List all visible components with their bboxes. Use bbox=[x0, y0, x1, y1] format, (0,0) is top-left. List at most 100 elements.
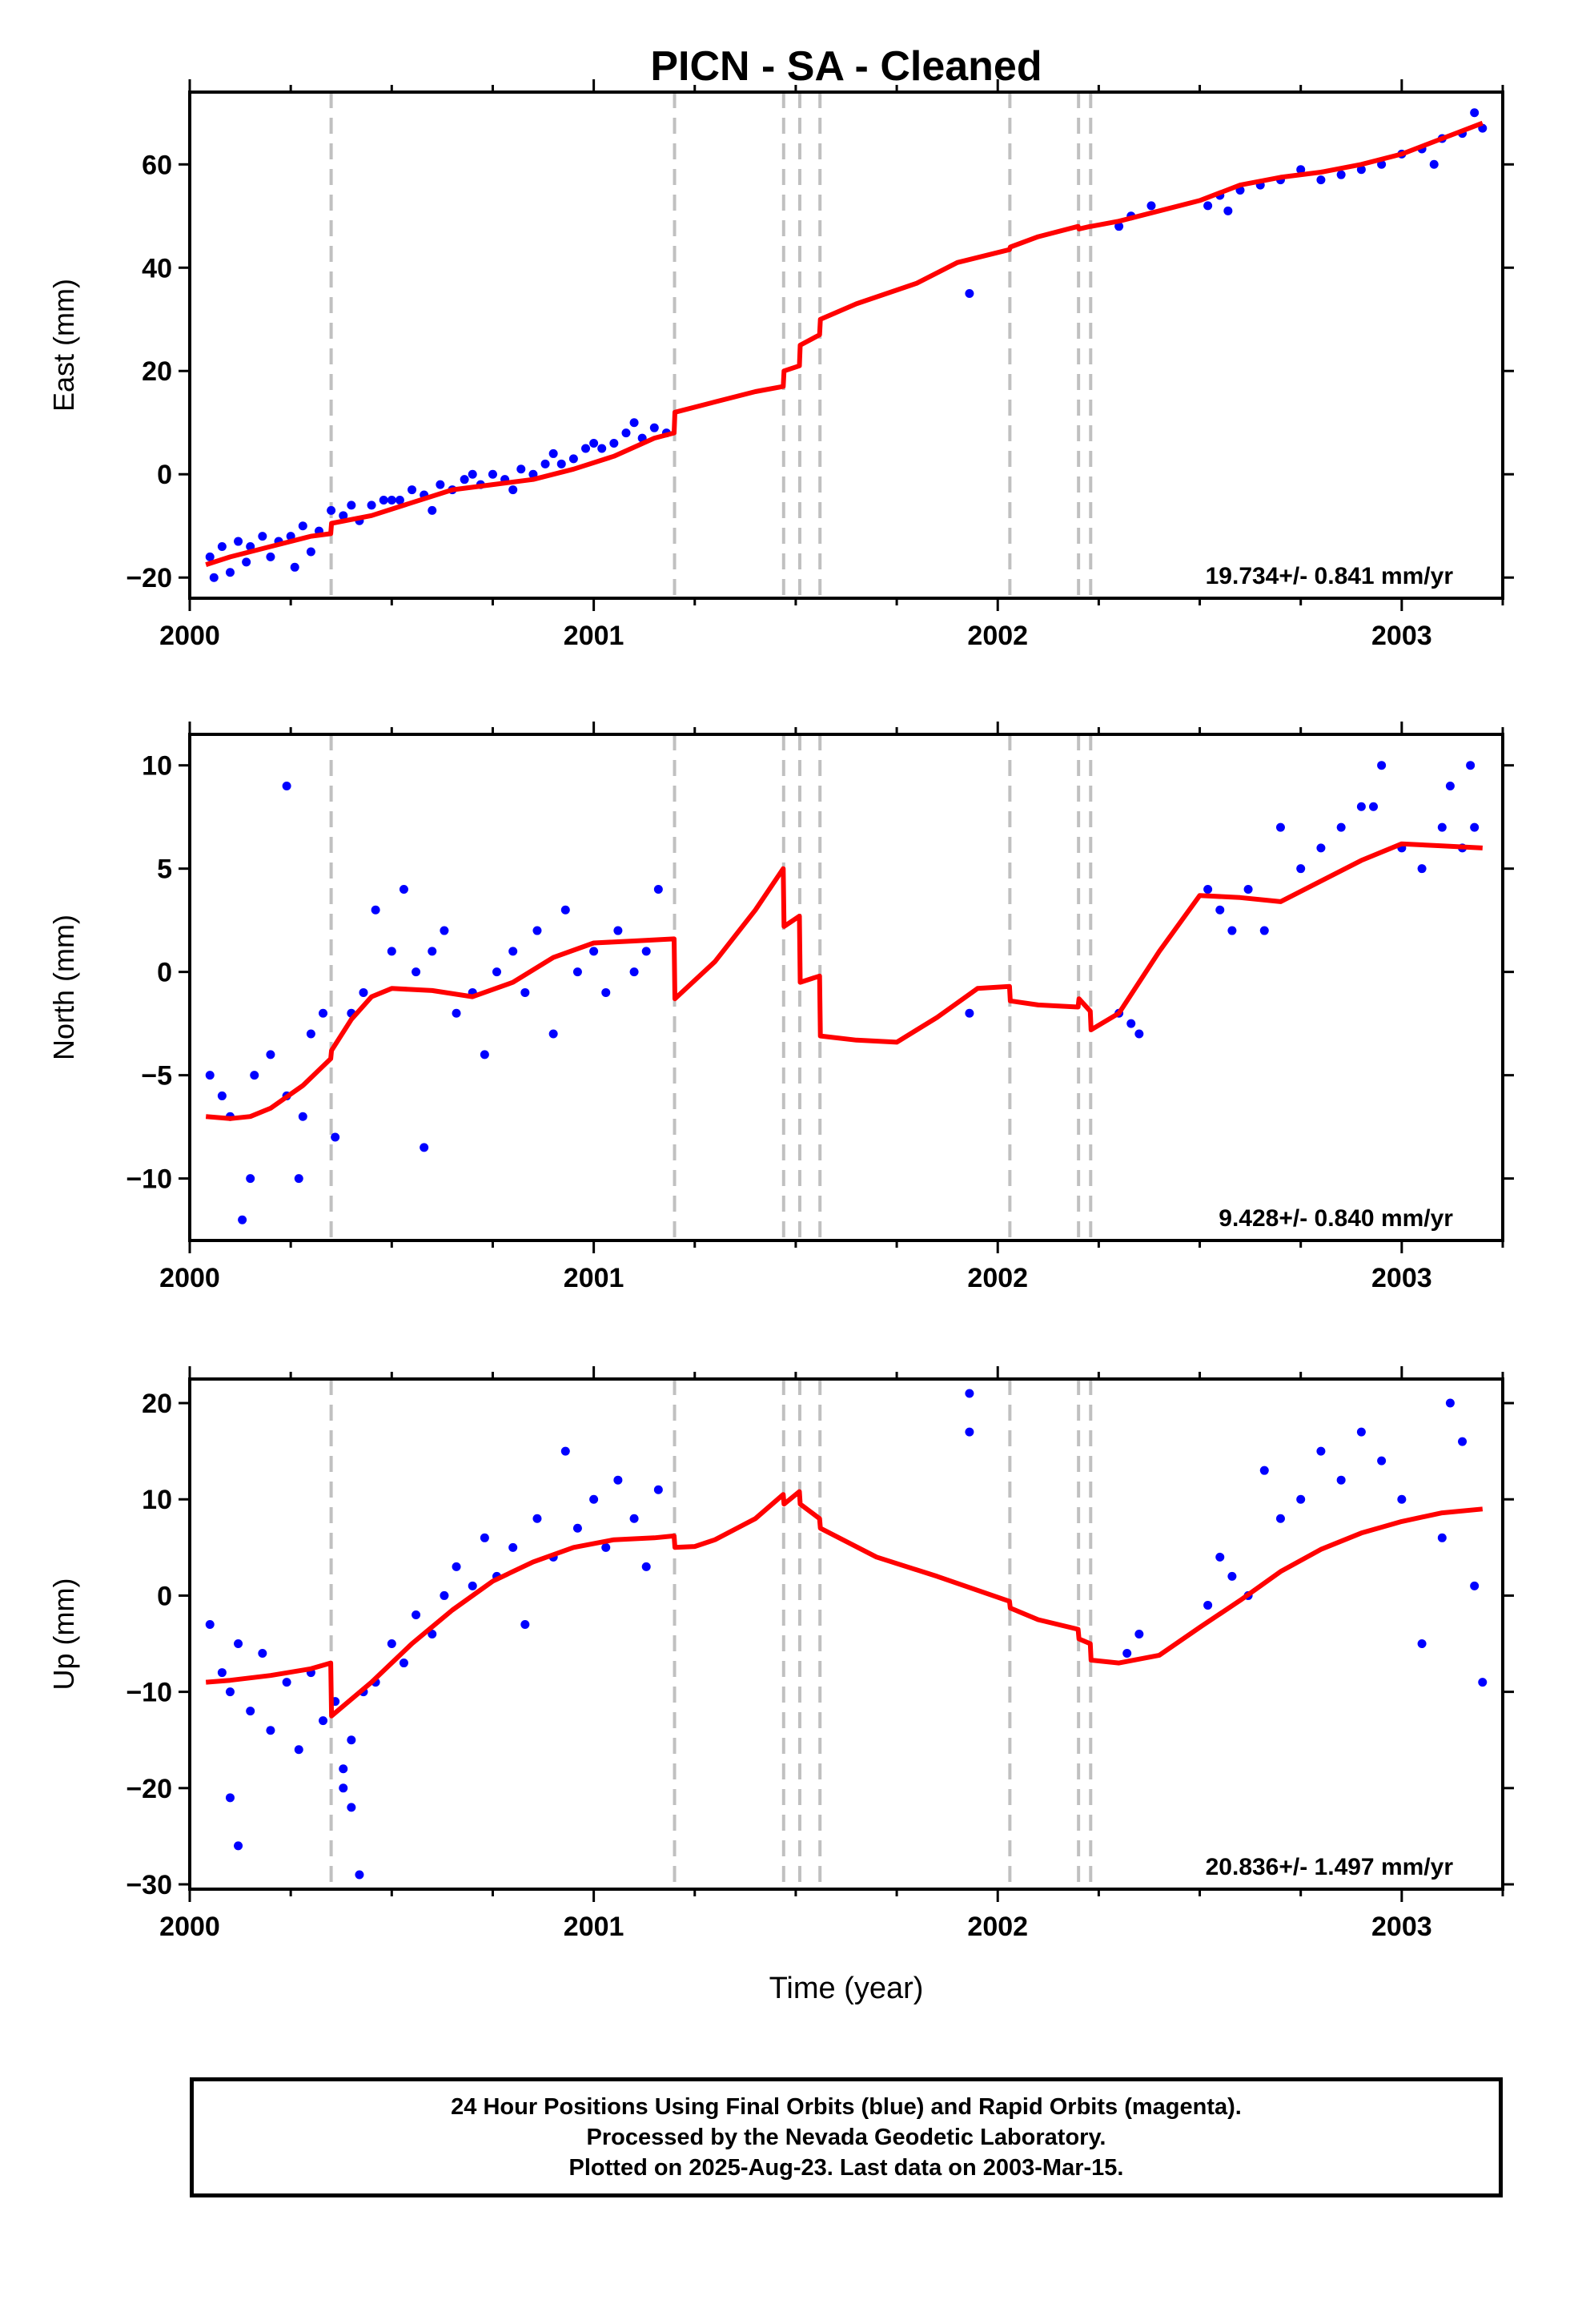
data-point bbox=[1259, 926, 1269, 935]
data-point bbox=[298, 521, 307, 531]
data-point bbox=[508, 947, 518, 956]
data-point bbox=[217, 1091, 227, 1100]
data-point bbox=[641, 947, 651, 956]
data-point bbox=[492, 967, 502, 977]
rate-label: 20.836+/- 1.497 mm/yr bbox=[1206, 1854, 1454, 1880]
data-point bbox=[355, 1870, 364, 1880]
data-point bbox=[641, 1562, 651, 1571]
data-point bbox=[1134, 1029, 1144, 1039]
model-line bbox=[205, 1489, 1484, 1719]
data-point bbox=[387, 947, 396, 956]
data-point bbox=[1437, 822, 1447, 832]
data-point bbox=[520, 987, 530, 997]
y-tick-label: −20 bbox=[126, 563, 172, 593]
data-point bbox=[520, 1619, 530, 1629]
data-point bbox=[572, 967, 582, 977]
data-point bbox=[1336, 170, 1346, 179]
x-tick-label: 2000 bbox=[159, 621, 220, 651]
x-tick-label: 2003 bbox=[1371, 621, 1432, 651]
data-point bbox=[387, 495, 396, 505]
x-tick-label: 2000 bbox=[159, 1263, 220, 1293]
x-tick-label: 2001 bbox=[564, 1912, 624, 1942]
data-point bbox=[965, 289, 974, 299]
data-point bbox=[508, 485, 518, 495]
data-point bbox=[1397, 1494, 1407, 1504]
data-point bbox=[347, 1735, 356, 1745]
y-tick-label: 0 bbox=[157, 460, 172, 490]
data-point bbox=[1223, 206, 1233, 215]
data-point bbox=[468, 1581, 477, 1590]
data-point bbox=[516, 464, 526, 474]
data-point bbox=[589, 1494, 599, 1504]
data-point bbox=[532, 926, 542, 935]
footer-box: 24 Hour Positions Using Final Orbits (bl… bbox=[190, 2077, 1503, 2197]
data-point bbox=[1114, 222, 1124, 231]
data-point bbox=[653, 884, 663, 894]
data-point bbox=[347, 501, 356, 510]
data-point bbox=[290, 562, 299, 572]
data-point bbox=[205, 552, 215, 561]
data-point bbox=[568, 454, 578, 464]
data-point bbox=[1126, 1019, 1136, 1028]
data-point bbox=[560, 905, 570, 915]
data-point bbox=[1203, 1600, 1213, 1610]
footer-line-3: Plotted on 2025-Aug-23. Last data on 200… bbox=[568, 2155, 1124, 2181]
data-point bbox=[1466, 761, 1476, 770]
data-point bbox=[581, 444, 591, 453]
x-tick-label: 2002 bbox=[967, 1912, 1028, 1942]
data-point bbox=[649, 423, 659, 432]
data-point bbox=[428, 1630, 437, 1638]
data-point bbox=[1215, 1552, 1225, 1562]
data-point bbox=[629, 1514, 639, 1523]
data-point bbox=[1356, 802, 1366, 811]
data-point bbox=[1275, 822, 1285, 832]
data-point bbox=[597, 444, 607, 453]
x-tick-label: 2002 bbox=[967, 1263, 1028, 1293]
data-point bbox=[225, 568, 235, 577]
y-axis-label: North (mm) bbox=[47, 915, 80, 1060]
data-point bbox=[613, 926, 623, 935]
data-point bbox=[1296, 864, 1306, 874]
data-point bbox=[480, 1050, 489, 1059]
data-point bbox=[548, 1029, 558, 1039]
data-point bbox=[556, 459, 566, 468]
data-point bbox=[306, 1029, 315, 1039]
panel-north: −10 −5 0 5 10 2000 2001 2002 2003 North (mm) 9.428… bbox=[47, 722, 1514, 1293]
x-tick-label: 2000 bbox=[159, 1912, 220, 1942]
data-point bbox=[339, 1764, 348, 1774]
footer-line-1: 24 Hour Positions Using Final Orbits (bl… bbox=[451, 2094, 1242, 2120]
data-point bbox=[1122, 1649, 1132, 1659]
data-point bbox=[408, 485, 417, 495]
data-point bbox=[399, 884, 408, 894]
data-point bbox=[629, 418, 639, 428]
data-point bbox=[331, 1132, 340, 1142]
data-point bbox=[242, 557, 251, 567]
data-point bbox=[468, 469, 477, 479]
data-point bbox=[367, 501, 376, 510]
panel-east: −20 0 20 40 60 2000 2001 2002 2003 East (mm) 19.73… bbox=[47, 79, 1514, 651]
panel-up: −30 −20 −10 0 10 20 2000 2001 2002 2003 Up (mm) 20.… bbox=[47, 1366, 1514, 1942]
y-tick-label: 0 bbox=[157, 958, 172, 988]
data-point bbox=[440, 926, 449, 935]
data-point bbox=[601, 987, 611, 997]
data-point bbox=[532, 1514, 542, 1523]
data-point bbox=[217, 1668, 227, 1678]
data-point bbox=[1470, 1581, 1480, 1590]
data-point bbox=[1377, 761, 1387, 770]
footer-line-2: Processed by the Nevada Geodetic Laborat… bbox=[586, 2125, 1106, 2150]
data-point bbox=[480, 1533, 489, 1542]
data-point bbox=[387, 1639, 396, 1649]
data-point bbox=[1275, 1514, 1285, 1523]
data-point bbox=[258, 1649, 267, 1659]
data-point bbox=[294, 1745, 303, 1755]
data-point bbox=[379, 495, 388, 505]
data-point bbox=[560, 1446, 570, 1456]
y-axis-label: East (mm) bbox=[47, 279, 80, 412]
data-point bbox=[613, 1475, 623, 1485]
panel-frame bbox=[188, 733, 1504, 1242]
data-point bbox=[258, 532, 267, 541]
data-point bbox=[282, 781, 291, 790]
data-point bbox=[609, 439, 619, 448]
data-point bbox=[238, 1215, 247, 1224]
data-point bbox=[452, 1562, 461, 1571]
